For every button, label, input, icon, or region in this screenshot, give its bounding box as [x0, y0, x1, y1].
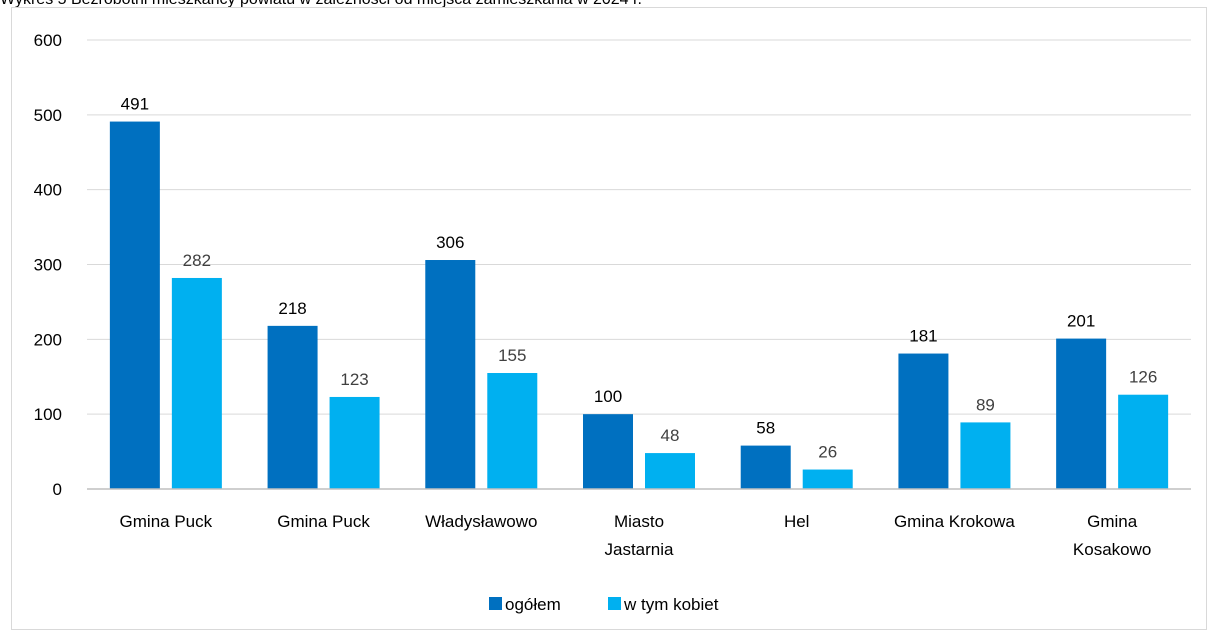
legend-swatch-ogolem — [489, 597, 502, 610]
bar-ogolem — [898, 353, 949, 489]
data-label: 155 — [498, 346, 526, 365]
y-tick-label: 300 — [34, 256, 62, 275]
bar-kobiety — [802, 469, 853, 489]
category-label: Gmina Puck — [120, 512, 213, 531]
data-label: 282 — [183, 251, 211, 270]
category-label: Hel — [784, 512, 810, 531]
chart-frame — [11, 7, 1207, 630]
data-label: 48 — [661, 426, 680, 445]
bar-kobiety — [171, 277, 222, 489]
y-tick-label: 400 — [34, 181, 62, 200]
bar-kobiety — [1118, 394, 1169, 489]
data-label: 491 — [121, 95, 149, 114]
category-label: Władysławowo — [425, 512, 537, 531]
y-tick-label: 500 — [34, 106, 62, 125]
category-label: Miasto — [614, 512, 664, 531]
y-tick-label: 600 — [34, 31, 62, 50]
data-label: 306 — [436, 233, 464, 252]
bar-ogolem — [740, 445, 791, 489]
data-label: 26 — [818, 443, 837, 462]
category-label: Kosakowo — [1073, 540, 1151, 559]
bar-ogolem — [1056, 338, 1107, 489]
y-tick-label: 100 — [34, 405, 62, 424]
data-label: 123 — [340, 370, 368, 389]
bar-kobiety — [960, 422, 1011, 489]
bar-ogolem — [425, 260, 476, 489]
y-tick-label: 0 — [53, 480, 62, 499]
bar-kobiety — [487, 373, 538, 489]
bar-ogolem — [583, 414, 633, 489]
legend-label-kobiety: w tym kobiet — [623, 595, 719, 614]
category-label: Gmina — [1087, 512, 1138, 531]
bar-kobiety — [329, 396, 380, 489]
data-label: 89 — [976, 395, 995, 414]
y-tick-label: 200 — [34, 330, 62, 349]
category-label: Gmina Puck — [277, 512, 370, 531]
figure-caption: Wykres 5 Bezrobotni mieszkańcy powiatu w… — [0, 0, 642, 9]
data-label: 126 — [1129, 368, 1157, 387]
data-label: 201 — [1067, 312, 1095, 331]
bar-ogolem — [267, 325, 318, 489]
data-label: 218 — [278, 299, 306, 318]
bar-ogolem — [109, 121, 160, 490]
data-label: 181 — [909, 327, 937, 346]
legend-swatch-kobiety — [608, 597, 621, 610]
category-label: Jastarnia — [605, 540, 675, 559]
legend-label-ogolem: ogółem — [505, 595, 561, 614]
data-label: 100 — [594, 387, 622, 406]
bar-kobiety — [645, 453, 695, 489]
category-label: Gmina Krokowa — [894, 512, 1015, 531]
data-label: 58 — [756, 419, 775, 438]
